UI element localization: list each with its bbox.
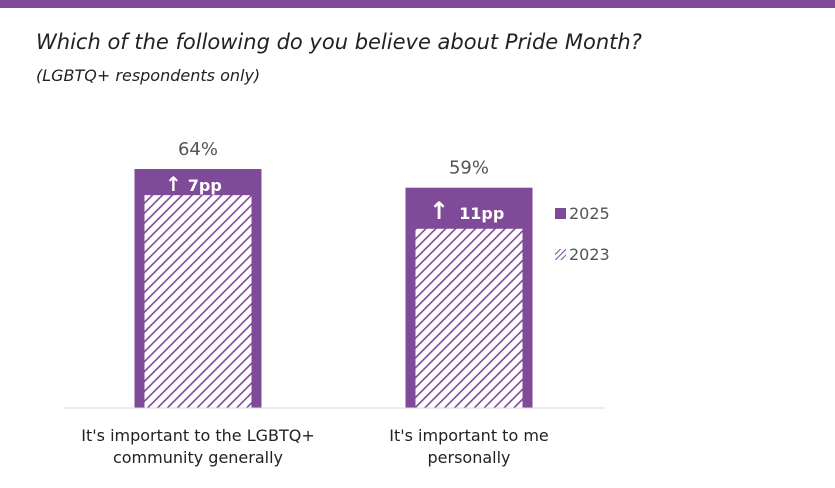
up-arrow-icon: ↑ bbox=[429, 197, 449, 225]
value-label-2025-1: 59% bbox=[449, 158, 489, 179]
chart-subtitle: (LGBTQ+ respondents only) bbox=[36, 66, 261, 85]
bar-2023-0 bbox=[144, 195, 252, 408]
bar-2023-1 bbox=[415, 228, 523, 408]
category-label-0-0: It's important to the LGBTQ+ bbox=[81, 426, 315, 445]
delta-text: 11pp bbox=[459, 204, 504, 223]
delta-annotation-0: ↑ 7pp bbox=[165, 172, 222, 196]
category-label-1-0: It's important to me bbox=[389, 426, 549, 445]
category-label-0-1: community generally bbox=[113, 448, 283, 467]
legend-swatch-2025 bbox=[555, 208, 566, 219]
top-accent-bar bbox=[0, 0, 835, 8]
legend-swatch-2023 bbox=[555, 249, 566, 260]
value-label-2025-0: 64% bbox=[178, 139, 218, 160]
legend-label-2025: 2025 bbox=[569, 204, 610, 223]
delta-annotation-1: ↑ 11pp bbox=[429, 197, 504, 225]
category-label-1-1: personally bbox=[427, 448, 510, 467]
up-arrow-icon: ↑ bbox=[165, 172, 182, 196]
delta-text: 7pp bbox=[188, 176, 222, 195]
legend-label-2023: 2023 bbox=[569, 245, 610, 264]
chart-title: Which of the following do you believe ab… bbox=[36, 30, 642, 54]
